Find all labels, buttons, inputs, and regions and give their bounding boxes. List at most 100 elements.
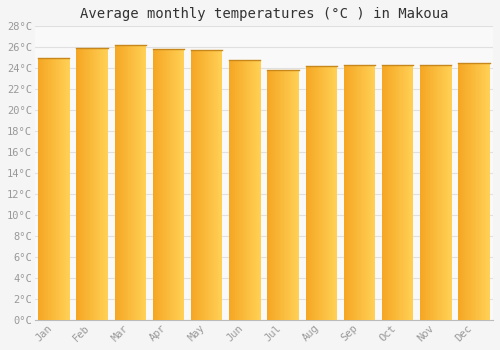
Bar [485,63,486,320]
Bar [368,65,369,320]
Bar [384,65,385,320]
Bar [270,70,271,320]
Bar [318,66,320,320]
Bar [243,60,244,320]
Bar [229,60,230,320]
Bar [274,70,275,320]
Bar [98,48,99,320]
Bar [405,65,406,320]
Bar [400,65,402,320]
Bar [66,58,67,320]
Bar [404,65,405,320]
Bar [426,65,427,320]
Bar [441,65,442,320]
Bar [90,48,91,320]
Bar [214,50,215,320]
Bar [119,45,120,320]
Bar [291,70,292,320]
Bar [353,65,354,320]
Bar [332,66,333,320]
Bar [482,63,484,320]
Bar [275,70,276,320]
Bar [128,45,129,320]
Bar [166,49,167,320]
Bar [462,63,463,320]
Bar [78,48,79,320]
Bar [152,49,154,320]
Bar [423,65,424,320]
Bar [400,65,401,320]
Bar [420,65,422,320]
Bar [218,50,219,320]
Bar [320,66,322,320]
Bar [232,60,233,320]
Bar [182,49,183,320]
Bar [489,63,490,320]
Bar [132,45,134,320]
Bar [76,48,77,320]
Bar [46,58,47,320]
Bar [362,65,363,320]
Bar [82,48,84,320]
Bar [462,63,464,320]
Bar [169,49,170,320]
Bar [450,65,451,320]
Bar [365,65,366,320]
Bar [131,45,132,320]
Bar [79,48,80,320]
Bar [60,58,61,320]
Bar [407,65,408,320]
Bar [58,58,59,320]
Bar [390,65,391,320]
Bar [208,50,209,320]
Bar [271,70,272,320]
Bar [464,63,466,320]
Bar [435,65,436,320]
Bar [91,48,92,320]
Bar [286,70,287,320]
Bar [209,50,210,320]
Bar [206,50,208,320]
Bar [200,50,201,320]
Bar [99,48,100,320]
Bar [86,48,87,320]
Bar [306,66,307,320]
Bar [259,60,260,320]
Bar [311,66,312,320]
Bar [207,50,208,320]
Bar [197,50,198,320]
Bar [97,48,98,320]
Bar [430,65,431,320]
Bar [88,48,89,320]
Bar [322,66,323,320]
Bar [196,50,198,320]
Bar [231,60,232,320]
Bar [254,60,255,320]
Bar [279,70,280,320]
Bar [345,65,346,320]
Bar [57,58,58,320]
Bar [118,45,119,320]
Bar [272,70,273,320]
Bar [350,65,352,320]
Bar [461,63,462,320]
Bar [395,65,396,320]
Bar [125,45,126,320]
Bar [360,65,362,320]
Bar [250,60,251,320]
Bar [477,63,478,320]
Bar [288,70,290,320]
Bar [445,65,446,320]
Bar [56,58,57,320]
Bar [92,48,94,320]
Bar [216,50,218,320]
Bar [334,66,335,320]
Bar [397,65,398,320]
Bar [236,60,238,320]
Bar [130,45,131,320]
Bar [54,58,55,320]
Bar [318,66,319,320]
Bar [297,70,298,320]
Bar [201,50,202,320]
Bar [387,65,388,320]
